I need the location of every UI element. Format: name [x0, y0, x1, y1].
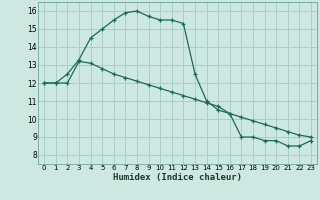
- X-axis label: Humidex (Indice chaleur): Humidex (Indice chaleur): [113, 173, 242, 182]
